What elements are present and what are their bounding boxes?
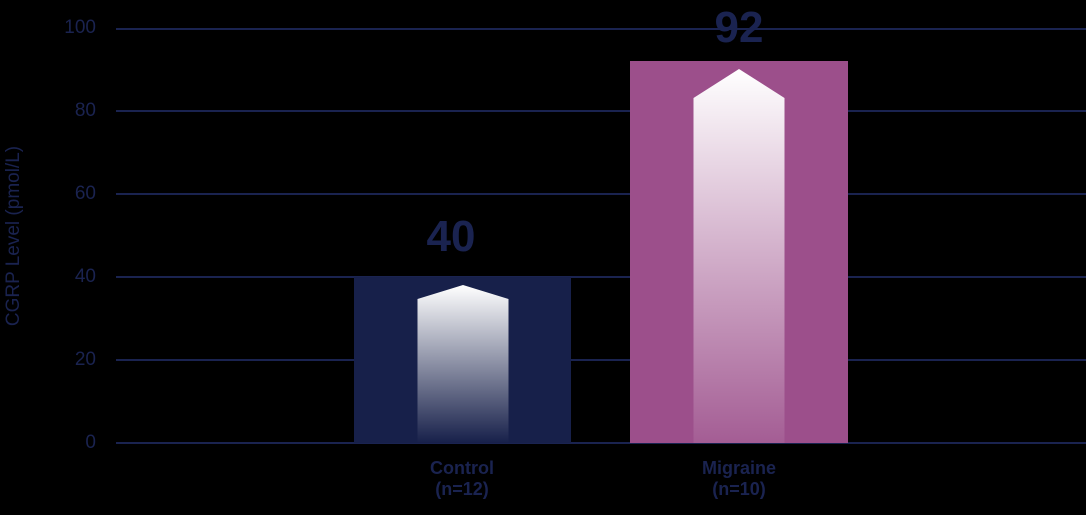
bar-migraine	[630, 61, 848, 443]
y-tick-60: 60	[74, 183, 96, 204]
gridline-0	[116, 442, 1086, 444]
gridline-100	[116, 28, 1086, 30]
value-label-migraine: 92	[714, 3, 764, 52]
y-tick-20: 20	[74, 349, 96, 370]
gridline-40	[116, 276, 1086, 278]
arrow-icon	[693, 69, 785, 443]
y-tick-80: 80	[74, 100, 96, 121]
gridline-60	[116, 193, 1086, 195]
gridline-80	[116, 110, 1086, 112]
category-label-control: Control (n=12)	[430, 458, 494, 499]
value-label-control: 40	[426, 212, 476, 261]
y-tick-0: 0	[85, 432, 96, 453]
y-tick-100: 100	[64, 17, 96, 38]
category-label-migraine: Migraine (n=10)	[701, 458, 777, 499]
bar-control	[354, 277, 571, 443]
arrow-icon	[417, 285, 508, 443]
y-axis-label: CGRP Level (pmol/L)	[3, 145, 24, 327]
y-tick-40: 40	[74, 266, 96, 287]
gridline-20	[116, 359, 1086, 361]
